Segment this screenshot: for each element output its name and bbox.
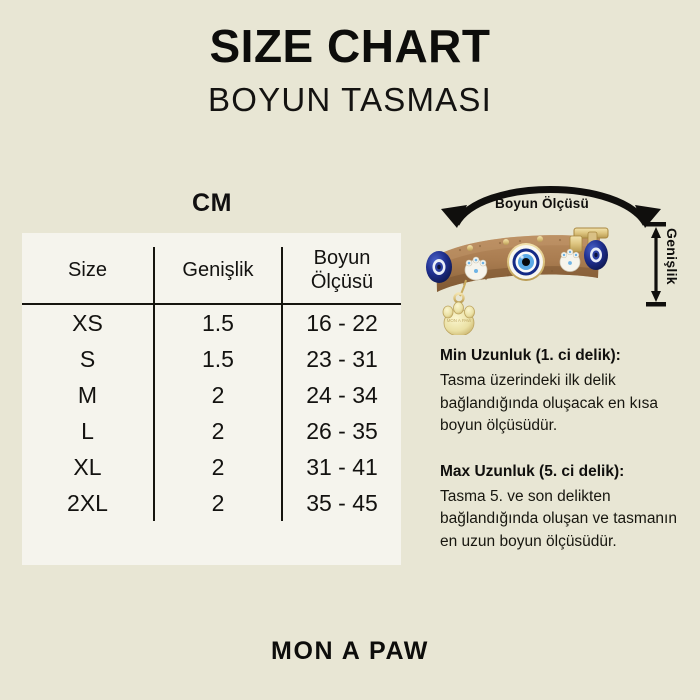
cell-genislik: 2: [153, 485, 282, 522]
cell-boyun: 26 - 35: [281, 413, 401, 450]
size-table-panel: Size Genişlik Boyun Ölçüsü XS 1.5 16 - 2…: [22, 233, 401, 565]
column-header-boyun-olcusu: Boyun Ölçüsü: [281, 233, 401, 306]
width-measure-label: Genişlik: [664, 228, 680, 285]
size-table-head: Size Genişlik Boyun Ölçüsü: [22, 233, 401, 306]
note-min-body: Tasma üzerindeki ilk delik bağlandığında…: [440, 371, 659, 435]
cell-size: L: [81, 418, 94, 445]
cell-size: S: [79, 346, 96, 373]
note-max-title: Max Uzunluk (5. ci delik):: [440, 462, 625, 480]
divider-trim-bottom-1: [153, 555, 157, 565]
cell-genislik: 1.5: [153, 341, 282, 378]
table-row: 2XL 2 35 - 45: [22, 485, 401, 522]
note-max-body: Tasma 5. ve son delikten bağlandığında o…: [440, 487, 677, 550]
cell-size: XL: [73, 454, 102, 481]
note-max-length: Max Uzunluk (5. ci delik): Tasma 5. ve s…: [440, 462, 688, 554]
collar-diagram: MON A PAW: [420, 170, 690, 335]
size-table: Size Genişlik Boyun Ölçüsü XS 1.5 16 - 2…: [22, 233, 401, 522]
column-header-boyun-line1: Boyun: [313, 247, 371, 269]
rule-trim-right: [390, 318, 401, 322]
notes-section: Min Uzunluk (1. ci delik): Tasma üzerind…: [440, 346, 688, 578]
cell-size: M: [77, 382, 98, 409]
table-row: S 1.5 23 - 31: [22, 341, 401, 378]
collar-rivets: [467, 236, 543, 251]
divider-trim-top-1: [153, 233, 157, 247]
cell-size: XS: [72, 310, 103, 337]
cell-genislik: 2: [153, 449, 282, 486]
size-table-body: XS 1.5 16 - 22 S 1.5 23 - 31 M 2 24 - 34…: [22, 304, 401, 522]
width-measure-arrow-icon: [646, 222, 666, 307]
paw-charm-left: [464, 256, 488, 281]
collar-illustration-svg: MON A PAW: [426, 186, 666, 335]
evil-eye-bead-left: [426, 251, 452, 283]
column-header-genislik: Genişlik: [153, 233, 282, 306]
unit-label: CM: [192, 189, 232, 217]
cell-genislik: 2: [153, 377, 282, 414]
divider-trim-bottom-2: [281, 555, 285, 565]
cell-boyun: 24 - 34: [281, 377, 401, 414]
brand-footer: MON A PAW: [271, 637, 429, 665]
evil-eye-center: [507, 243, 545, 281]
page-subtitle: BOYUN TASMASI: [208, 81, 492, 119]
cell-genislik: 1.5: [153, 304, 282, 342]
neck-measure-arrow-icon: [441, 186, 661, 228]
page-title: SIZE CHART: [209, 20, 491, 72]
cell-boyun: 31 - 41: [281, 449, 401, 486]
table-row: M 2 24 - 34: [22, 377, 401, 414]
cell-boyun: 35 - 45: [281, 485, 401, 522]
table-header-row: Size Genişlik Boyun Ölçüsü: [22, 233, 401, 306]
paw-charm-right: [559, 248, 581, 272]
svg-text:MON A PAW: MON A PAW: [447, 318, 472, 323]
table-row: XS 1.5 16 - 22: [22, 304, 401, 342]
paw-pendant: MON A PAW: [442, 279, 475, 335]
rule-trim-left: [22, 318, 42, 322]
divider-trim-top-2: [281, 233, 285, 247]
evil-eye-bead-right: [584, 240, 608, 270]
table-row: L 2 26 - 35: [22, 413, 401, 450]
note-min-title: Min Uzunluk (1. ci delik):: [440, 347, 621, 364]
page-header: SIZE CHART BOYUN TASMASI: [0, 22, 700, 119]
column-header-size: Size: [22, 233, 154, 306]
neck-measure-label: Boyun Ölçüsü: [495, 196, 589, 211]
cell-boyun: 23 - 31: [281, 341, 401, 378]
column-header-boyun-line2: Ölçüsü: [310, 270, 374, 293]
cell-size: 2XL: [67, 490, 108, 517]
note-min-length: Min Uzunluk (1. ci delik): Tasma üzerind…: [440, 346, 688, 438]
cell-boyun: 16 - 22: [281, 304, 401, 342]
cell-genislik: 2: [153, 413, 282, 450]
table-row: XL 2 31 - 41: [22, 449, 401, 486]
